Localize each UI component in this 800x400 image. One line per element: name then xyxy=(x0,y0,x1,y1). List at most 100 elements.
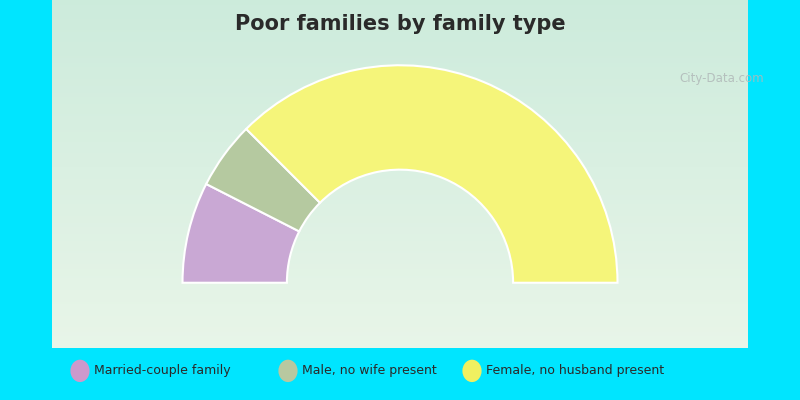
Bar xyxy=(52,0,748,2)
Bar xyxy=(52,144,748,146)
Bar xyxy=(52,200,748,202)
Bar xyxy=(52,267,748,269)
Bar xyxy=(52,162,748,165)
Bar xyxy=(52,195,748,197)
Bar xyxy=(52,148,748,151)
Bar xyxy=(52,146,748,148)
Bar xyxy=(52,46,748,49)
Bar xyxy=(52,35,748,37)
Bar xyxy=(52,160,748,162)
Bar xyxy=(52,220,748,223)
Bar xyxy=(52,65,748,67)
Bar xyxy=(52,42,748,44)
Bar xyxy=(52,334,748,336)
Bar xyxy=(52,44,748,46)
Bar xyxy=(52,58,748,60)
Wedge shape xyxy=(206,129,320,232)
Bar xyxy=(52,264,748,267)
Bar xyxy=(52,70,748,72)
Bar xyxy=(52,114,748,116)
Bar xyxy=(52,63,748,65)
Bar xyxy=(52,169,748,172)
Bar xyxy=(52,111,748,114)
Bar xyxy=(52,84,748,86)
Bar xyxy=(52,183,748,186)
Wedge shape xyxy=(182,184,299,283)
Bar xyxy=(52,290,748,292)
Bar xyxy=(52,283,748,285)
Bar xyxy=(52,128,748,130)
Bar xyxy=(52,190,748,192)
Bar xyxy=(52,225,748,227)
Bar xyxy=(52,125,748,128)
Bar xyxy=(52,142,748,144)
Text: Female, no husband present: Female, no husband present xyxy=(486,364,665,377)
Bar xyxy=(52,230,748,232)
Bar xyxy=(52,153,748,156)
Bar xyxy=(52,40,748,42)
Bar xyxy=(52,292,748,295)
Bar xyxy=(52,276,748,278)
Bar xyxy=(52,320,748,322)
Bar xyxy=(52,74,748,76)
Bar xyxy=(52,167,748,169)
Bar xyxy=(52,174,748,176)
Bar xyxy=(52,158,748,160)
Bar xyxy=(52,102,748,104)
Bar xyxy=(52,332,748,334)
Bar xyxy=(52,214,748,216)
Bar xyxy=(52,98,748,100)
Bar xyxy=(52,304,748,306)
Bar xyxy=(52,281,748,283)
Bar xyxy=(52,248,748,250)
Bar xyxy=(52,134,748,137)
Bar xyxy=(52,5,748,7)
Bar xyxy=(52,37,748,40)
Bar xyxy=(52,306,748,308)
Bar xyxy=(52,197,748,200)
Bar xyxy=(52,93,748,95)
Bar xyxy=(52,316,748,318)
Bar xyxy=(52,278,748,281)
Ellipse shape xyxy=(462,360,482,382)
Bar xyxy=(52,250,748,253)
Bar xyxy=(52,76,748,79)
Bar xyxy=(52,30,748,32)
Bar xyxy=(52,104,748,107)
Bar xyxy=(52,100,748,102)
Bar xyxy=(52,311,748,313)
Bar xyxy=(52,181,748,183)
Ellipse shape xyxy=(70,360,90,382)
Bar xyxy=(52,79,748,81)
Bar xyxy=(52,18,748,21)
Bar xyxy=(52,341,748,343)
Bar xyxy=(52,156,748,158)
Bar xyxy=(52,7,748,9)
Bar xyxy=(52,313,748,316)
Bar xyxy=(52,95,748,98)
Bar xyxy=(52,223,748,225)
Bar xyxy=(52,118,748,121)
Bar xyxy=(52,204,748,206)
Text: Male, no wife present: Male, no wife present xyxy=(302,364,437,377)
Bar xyxy=(52,23,748,26)
Bar xyxy=(52,295,748,297)
Bar xyxy=(52,272,748,274)
Bar xyxy=(52,151,748,153)
Bar xyxy=(52,21,748,23)
Bar xyxy=(52,188,748,190)
Bar xyxy=(52,260,748,262)
Bar xyxy=(52,336,748,339)
Bar xyxy=(52,137,748,139)
Bar xyxy=(52,232,748,234)
Bar xyxy=(52,216,748,218)
Bar xyxy=(52,56,748,58)
Bar xyxy=(52,32,748,35)
Bar xyxy=(52,2,748,5)
Bar xyxy=(52,51,748,53)
Bar xyxy=(52,9,748,12)
Bar xyxy=(52,88,748,90)
Text: City-Data.com: City-Data.com xyxy=(679,72,764,85)
Bar xyxy=(52,258,748,260)
Bar xyxy=(52,237,748,239)
